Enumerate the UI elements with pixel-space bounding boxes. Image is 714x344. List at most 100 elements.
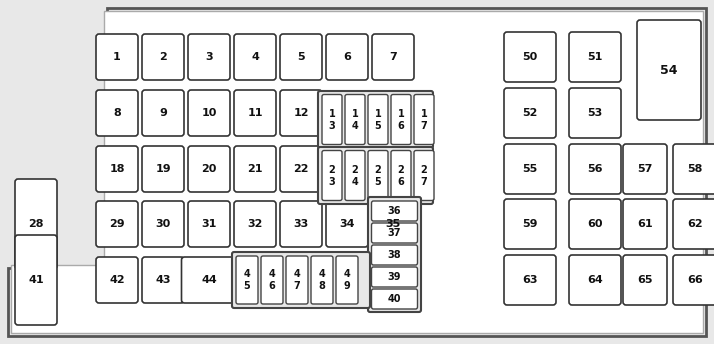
FancyBboxPatch shape [623,144,667,194]
Text: 34: 34 [339,219,355,229]
FancyBboxPatch shape [280,34,322,80]
FancyBboxPatch shape [96,90,138,136]
Text: 5: 5 [297,52,305,62]
Text: 2: 2 [375,164,381,174]
FancyBboxPatch shape [234,90,276,136]
PathPatch shape [11,11,703,333]
FancyBboxPatch shape [188,34,230,80]
FancyBboxPatch shape [569,144,621,194]
Text: 7: 7 [389,52,397,62]
FancyBboxPatch shape [345,151,365,201]
FancyBboxPatch shape [372,201,414,247]
Text: 54: 54 [660,64,678,76]
Text: 37: 37 [388,228,401,238]
FancyBboxPatch shape [322,151,342,201]
FancyBboxPatch shape [372,34,414,80]
FancyBboxPatch shape [569,88,621,138]
FancyBboxPatch shape [673,255,714,305]
FancyBboxPatch shape [623,255,667,305]
Text: 2: 2 [421,164,428,174]
FancyBboxPatch shape [391,95,411,144]
Text: 2: 2 [328,164,336,174]
FancyBboxPatch shape [336,256,358,304]
FancyBboxPatch shape [261,256,283,304]
Text: 63: 63 [522,275,538,285]
Text: 3: 3 [205,52,213,62]
Text: 4: 4 [343,269,351,279]
Text: 1: 1 [421,108,428,118]
Text: 9: 9 [343,281,351,291]
FancyBboxPatch shape [318,147,433,204]
FancyBboxPatch shape [286,256,308,304]
Text: 12: 12 [293,108,308,118]
Text: 4: 4 [318,269,326,279]
Text: 4: 4 [268,269,276,279]
FancyBboxPatch shape [504,255,556,305]
FancyBboxPatch shape [371,267,418,287]
FancyBboxPatch shape [96,257,138,303]
FancyBboxPatch shape [371,223,418,243]
FancyBboxPatch shape [234,201,276,247]
FancyBboxPatch shape [15,179,57,269]
Text: 30: 30 [156,219,171,229]
FancyBboxPatch shape [414,151,434,201]
FancyBboxPatch shape [569,32,621,82]
FancyBboxPatch shape [371,245,418,265]
Text: 4: 4 [293,269,301,279]
Text: 7: 7 [421,176,428,186]
Text: 2: 2 [351,164,358,174]
FancyBboxPatch shape [142,257,184,303]
Text: 5: 5 [375,120,381,130]
FancyBboxPatch shape [371,289,418,309]
Text: 6: 6 [398,176,404,186]
Text: 6: 6 [398,120,404,130]
Text: 6: 6 [268,281,276,291]
FancyBboxPatch shape [368,95,388,144]
Text: 64: 64 [587,275,603,285]
FancyBboxPatch shape [326,201,368,247]
Text: 55: 55 [523,164,538,174]
Text: 51: 51 [588,52,603,62]
FancyBboxPatch shape [569,255,621,305]
FancyBboxPatch shape [504,144,556,194]
Text: 62: 62 [687,219,703,229]
Text: 10: 10 [201,108,216,118]
Text: 4: 4 [351,120,358,130]
FancyBboxPatch shape [188,146,230,192]
FancyBboxPatch shape [311,256,333,304]
Text: 1: 1 [328,108,336,118]
FancyBboxPatch shape [345,95,365,144]
Text: 29: 29 [109,219,125,229]
FancyBboxPatch shape [637,20,701,120]
Text: 3: 3 [328,176,336,186]
FancyBboxPatch shape [96,146,138,192]
Text: 32: 32 [247,219,263,229]
Text: 8: 8 [113,108,121,118]
Text: 4: 4 [251,52,259,62]
FancyBboxPatch shape [414,95,434,144]
FancyBboxPatch shape [504,32,556,82]
Text: 61: 61 [637,219,653,229]
Text: 36: 36 [388,206,401,216]
Text: 2: 2 [159,52,167,62]
FancyBboxPatch shape [368,151,388,201]
FancyBboxPatch shape [371,201,418,221]
FancyBboxPatch shape [673,144,714,194]
Text: 31: 31 [201,219,216,229]
Text: 20: 20 [201,164,216,174]
Text: 3: 3 [328,120,336,130]
FancyBboxPatch shape [96,34,138,80]
Text: 53: 53 [588,108,603,118]
FancyBboxPatch shape [673,199,714,249]
Text: 7: 7 [421,120,428,130]
FancyBboxPatch shape [322,95,342,144]
Text: 1: 1 [113,52,121,62]
FancyBboxPatch shape [188,201,230,247]
Text: 4: 4 [243,269,251,279]
Text: 22: 22 [293,164,308,174]
FancyBboxPatch shape [188,90,230,136]
Text: 9: 9 [159,108,167,118]
FancyBboxPatch shape [96,201,138,247]
Text: 65: 65 [638,275,653,285]
FancyBboxPatch shape [142,146,184,192]
